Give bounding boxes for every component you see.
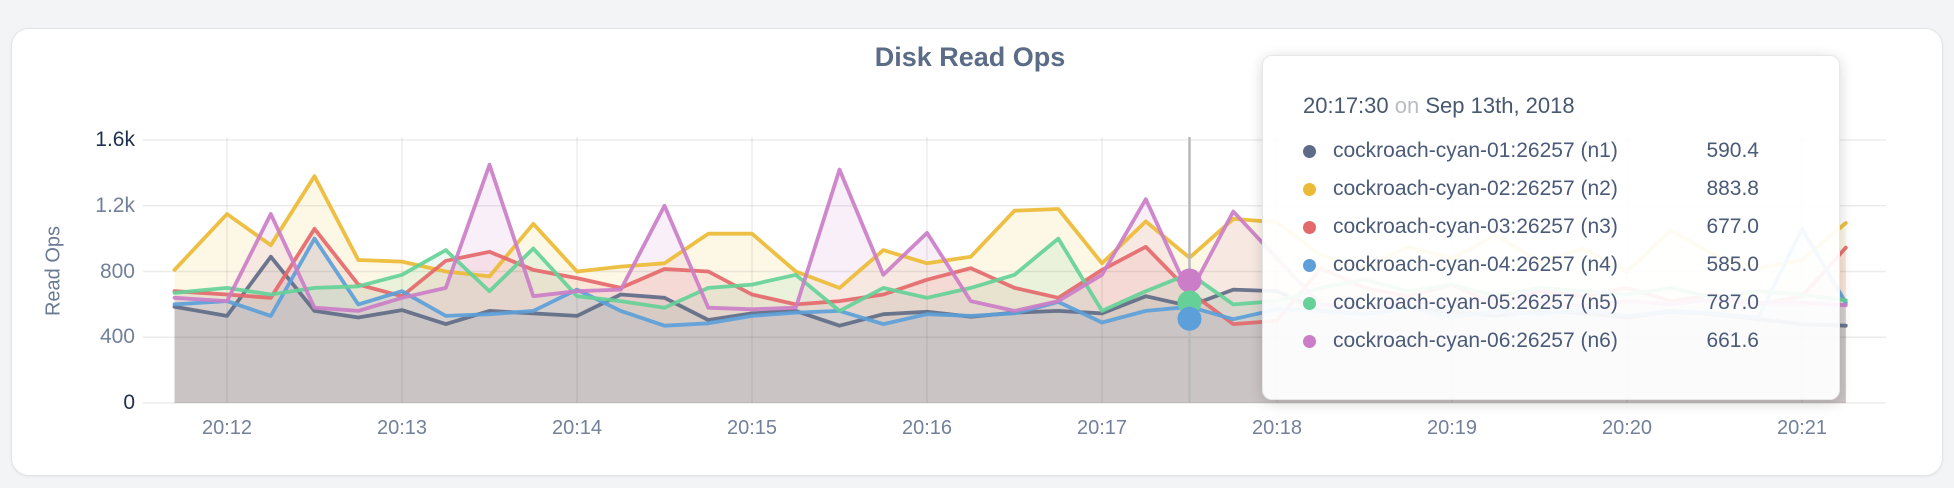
tooltip-on-word: on [1394,93,1420,118]
hover-dot-n4[interactable] [1177,306,1202,331]
tooltip-series-label: cockroach-cyan-01:26257 (n1) [1333,139,1618,162]
y-tick-0: 0 [123,391,135,414]
x-tick-20:16: 20:16 [901,417,953,439]
tooltip-row-n6: cockroach-cyan-06:26257 (n6) 661.6 [1303,322,1759,360]
x-tick-20:17: 20:17 [1076,417,1128,439]
tooltip-rows: cockroach-cyan-01:26257 (n1) 590.4 cockroa… [1303,132,1759,360]
hover-dot-n6[interactable] [1177,268,1202,293]
tooltip-series-value: 677.0 [1706,215,1759,238]
x-tick-20:14: 20:14 [551,417,603,439]
tooltip-row-n3: cockroach-cyan-03:26257 (n3) 677.0 [1303,208,1759,246]
hover-dot-n5[interactable] [1177,290,1202,315]
tooltip-series-label: cockroach-cyan-06:26257 (n6) [1333,329,1618,352]
tooltip-series-value: 590.4 [1706,139,1759,162]
tooltip-series-value: 661.6 [1706,329,1759,352]
tooltip-row-n2: cockroach-cyan-02:26257 (n2) 883.8 [1303,170,1759,208]
series-dot-icon [1303,144,1316,158]
tooltip-row-n4: cockroach-cyan-04:26257 (n4) 585.0 [1303,246,1759,284]
tooltip-series-label: cockroach-cyan-02:26257 (n2) [1333,177,1618,200]
y-tick-800: 800 [99,259,135,283]
x-tick-20:15: 20:15 [726,417,778,439]
series-dot-icon [1303,258,1316,272]
x-tick-20:13: 20:13 [376,417,428,439]
x-tick-20:19: 20:19 [1426,417,1478,439]
series-dot-icon [1303,220,1316,234]
tooltip-row-n1: cockroach-cyan-01:26257 (n1) 590.4 [1303,132,1759,170]
series-dot-icon [1303,334,1316,348]
tooltip-series-label: cockroach-cyan-04:26257 (n4) [1333,253,1618,276]
y-tick-1.2k: 1.2k [95,193,135,217]
x-tick-20:12: 20:12 [201,417,253,439]
x-tick-20:18: 20:18 [1251,417,1303,439]
chart-title: Disk Read Ops [874,42,1066,72]
tooltip-series-value: 883.8 [1706,177,1759,200]
y-tick-400: 400 [99,325,135,349]
series-dot-icon [1303,182,1316,196]
tooltip-time: 20:17:30 [1303,93,1389,118]
tooltip-series-label: cockroach-cyan-03:26257 (n3) [1333,215,1618,238]
tooltip-row-n5: cockroach-cyan-05:26257 (n5) 787.0 [1303,284,1759,322]
x-tick-20:20: 20:20 [1601,417,1653,439]
tooltip-header: 20:17:30 on Sep 13th, 2018 [1303,94,1759,118]
tooltip-series-value: 585.0 [1706,253,1759,276]
x-tick-20:21: 20:21 [1776,417,1828,439]
hover-tooltip: 20:17:30 on Sep 13th, 2018 cockroach-cya… [1262,55,1840,400]
tooltip-series-label: cockroach-cyan-05:26257 (n5) [1333,291,1618,314]
tooltip-series-value: 787.0 [1706,291,1759,314]
series-dot-icon [1303,296,1316,310]
y-tick-1.6k: 1.6k [95,128,135,151]
tooltip-date: Sep 13th, 2018 [1425,93,1575,118]
